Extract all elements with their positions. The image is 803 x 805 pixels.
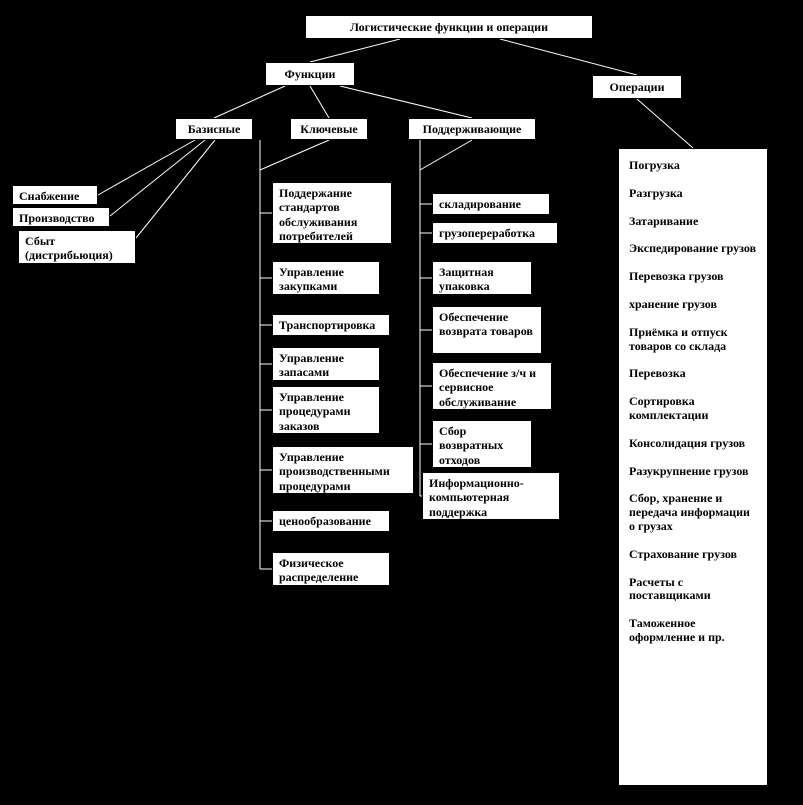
operations-item: Перевозка грузов <box>629 270 757 284</box>
support-item: Обеспечение з/ч и сервисное обслуживание <box>432 362 552 410</box>
operations-item: Перевозка <box>629 367 757 381</box>
key-item: Управление закупками <box>272 261 380 295</box>
operations-item: Разгрузка <box>629 187 757 201</box>
operations-item: Затаривание <box>629 215 757 229</box>
support-item: грузопереработка <box>432 222 558 244</box>
support-item: Информационно-компьютерная поддержка <box>422 472 560 520</box>
basic-item: Производство <box>12 207 110 227</box>
operations-item: хранение грузов <box>629 298 757 312</box>
operations-item: Экспедирование грузов <box>629 242 757 256</box>
support-item: складирование <box>432 193 550 215</box>
key-item: Управление производственными процедурами <box>272 446 414 494</box>
key-item: ценообразование <box>272 510 390 532</box>
node-root: Логистические функции и операции <box>305 15 593 39</box>
support-item: Защитная упаковка <box>432 261 532 295</box>
operations-item: Разукрупнение грузов <box>629 465 757 479</box>
key-item: Физическое распределение <box>272 552 390 586</box>
node-functions: Функции <box>265 62 355 86</box>
operations-item: Таможенное оформление и пр. <box>629 617 757 645</box>
operations-item: Приёмка и отпуск товаров со склада <box>629 326 757 354</box>
operations-panel: Погрузка Разгрузка Затаривание Экспедирован… <box>618 148 768 786</box>
support-item: Сбор возвратных отходов <box>432 420 532 468</box>
key-item: Управление запасами <box>272 347 380 381</box>
operations-item: Погрузка <box>629 159 757 173</box>
key-item: Управление процедурами заказов <box>272 386 380 434</box>
operations-item: Консолидация грузов <box>629 437 757 451</box>
basic-item: Снабжение <box>12 185 98 205</box>
key-item: Поддержание стандартов обслуживания потр… <box>272 182 392 244</box>
operations-item: Сбор, хранение и передача информации о г… <box>629 492 757 533</box>
basic-item: Сбыт (дистрибьюция) <box>18 230 136 264</box>
node-basic: Базиcные <box>175 118 253 140</box>
node-operations: Операции <box>592 75 682 99</box>
node-support: Поддерживающие <box>408 118 536 140</box>
operations-item: Страхование грузов <box>629 548 757 562</box>
operations-item: Сортировка комплектации <box>629 395 757 423</box>
support-item: Обеспечение возврата товаров <box>432 306 542 354</box>
node-key: Ключевые <box>290 118 368 140</box>
operations-item: Расчеты с поставщиками <box>629 576 757 604</box>
key-item: Транспортировка <box>272 314 390 336</box>
